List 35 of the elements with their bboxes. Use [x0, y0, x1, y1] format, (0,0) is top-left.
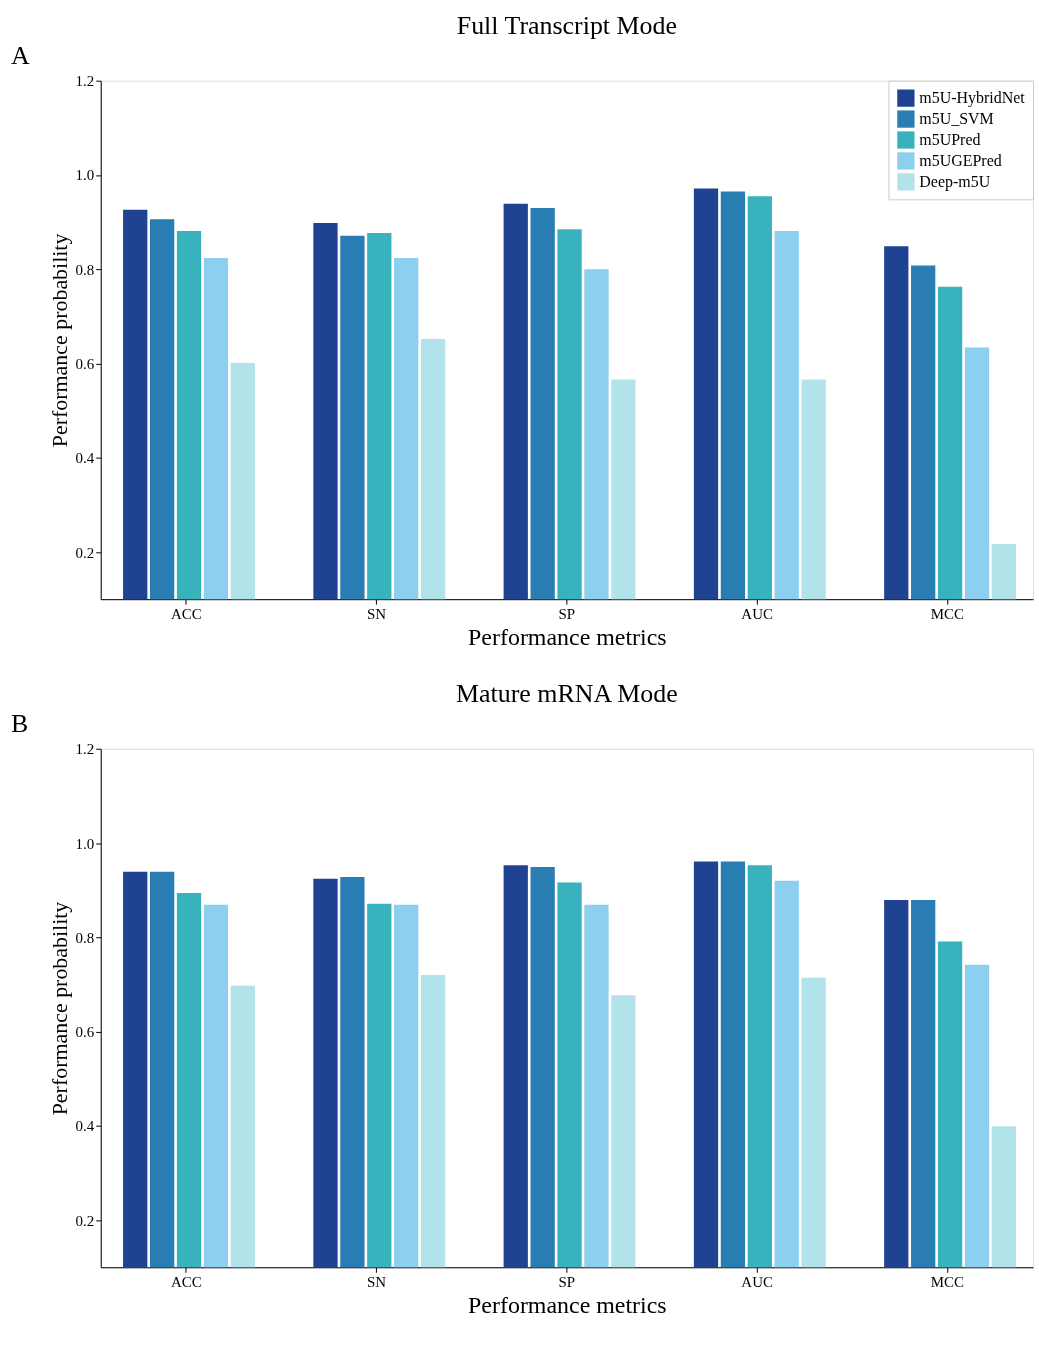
x-tick-label: AUC [741, 1273, 773, 1290]
y-tick-label: 0.6 [75, 355, 95, 372]
x-tick-label: SN [367, 1273, 387, 1290]
text: A [10, 40, 30, 70]
y-tick-label: 0.2 [75, 1212, 95, 1229]
x-tick-label: SP [558, 1273, 576, 1290]
y-tick-label: 0.8 [75, 929, 95, 946]
y-tick-label: 0.4 [75, 1118, 95, 1135]
x-tick-label: MCC [930, 1273, 965, 1290]
legend-label: m5U-HybridNet [919, 89, 1026, 108]
y-axis-title: Performance probability [46, 233, 72, 448]
x-tick-label: MCC [930, 605, 965, 622]
y-tick-label: 1.2 [75, 741, 95, 758]
x-axis-title: Performance metrics [468, 1291, 667, 1318]
x-tick-label: SP [558, 605, 576, 622]
y-tick-label: 1.2 [75, 73, 95, 90]
y-tick-label: 0.6 [75, 1024, 95, 1041]
y-axis-title: Performance probability [46, 901, 72, 1116]
x-tick-label: AUC [741, 605, 773, 622]
x-tick-label: ACC [170, 605, 202, 622]
x-tick-label: ACC [170, 1273, 202, 1290]
legend-label: m5U_SVM [919, 110, 994, 128]
legend-label: m5UPred [919, 130, 981, 148]
y-tick-label: 0.8 [75, 261, 95, 278]
legend-label: m5UGEPred [919, 151, 1002, 169]
text: B [10, 708, 29, 738]
y-tick-label: 1.0 [75, 835, 95, 852]
x-tick-label: SN [367, 605, 387, 622]
chart-title: Mature mRNA Mode [456, 678, 678, 708]
y-tick-label: 0.2 [75, 544, 95, 561]
chart-title: Full Transcript Mode [456, 10, 677, 40]
y-tick-label: 0.4 [75, 450, 95, 467]
y-tick-label: 1.0 [75, 167, 95, 184]
legend-label: Deep-m5U [919, 172, 991, 191]
x-axis-title: Performance metrics [468, 623, 667, 650]
